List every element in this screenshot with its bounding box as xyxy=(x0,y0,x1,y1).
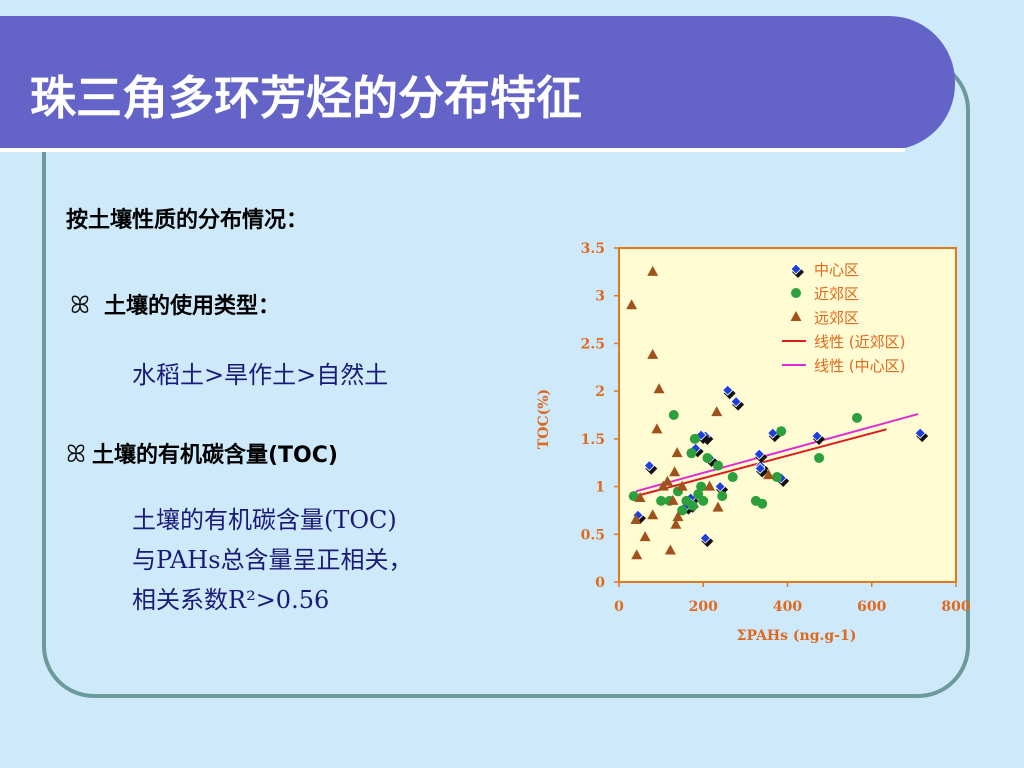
data-point xyxy=(727,472,738,483)
y-axis-label: TOC(%) xyxy=(536,389,552,449)
data-point xyxy=(672,511,684,522)
legend-label: 远郊区 xyxy=(814,309,859,327)
legend-marker xyxy=(791,288,801,298)
bullet-icon: ꕤ xyxy=(70,291,90,319)
series-circle xyxy=(628,410,863,516)
data-point xyxy=(914,427,926,439)
bullet-label: 土壤的有机碳含量(TOC) xyxy=(91,443,338,468)
data-point xyxy=(712,460,723,471)
data-point xyxy=(668,410,679,420)
y-tick-label: 0.5 xyxy=(581,527,605,543)
data-point xyxy=(631,549,643,560)
trendline xyxy=(635,413,919,493)
y-tick-label: 2 xyxy=(595,384,605,400)
data-point xyxy=(676,480,688,491)
toc-line: 相关系数R²>0.56 xyxy=(132,586,330,614)
data-point xyxy=(776,426,787,437)
y-tick-label: 3 xyxy=(595,289,605,305)
data-point xyxy=(630,513,642,524)
data-point xyxy=(754,462,766,475)
scatter-chart: 0 0.5 1 1.5 2 2.5 3 3.5 0 200 400 600 800 ΣPAHs (ng.g… xyxy=(536,241,971,644)
data-point xyxy=(753,448,765,460)
data-point xyxy=(722,384,734,396)
data-point xyxy=(639,531,651,542)
data-point xyxy=(771,472,782,483)
toc-correlation-text: 土壤的有机碳含量(TOC) 与PAHs总含量呈正相关， 相关系数R²>0.56 xyxy=(132,500,413,620)
series-triangle xyxy=(626,265,775,560)
data-point xyxy=(763,469,775,480)
data-point xyxy=(667,494,679,505)
bullet-soil-type: ꕤ 土壤的使用类型： xyxy=(70,288,280,320)
data-point xyxy=(628,491,639,502)
x-tick-label: 600 xyxy=(857,599,886,615)
data-point xyxy=(687,500,698,511)
data-point xyxy=(704,480,716,491)
data-point xyxy=(686,448,697,459)
y-tick-label: 3.5 xyxy=(581,241,605,257)
legend-label: 线性 (中心区) xyxy=(814,357,905,375)
title-bar: 珠三角多环芳烃的分布特征 xyxy=(0,16,955,152)
y-tick-label: 2.5 xyxy=(581,336,605,352)
y-tick-label: 0 xyxy=(595,575,605,591)
data-point xyxy=(643,460,655,472)
data-point xyxy=(702,452,713,463)
data-point xyxy=(696,481,707,492)
y-tick-label: 1 xyxy=(595,480,605,496)
data-point xyxy=(647,348,659,359)
legend-label: 线性 (近郊区) xyxy=(814,333,905,351)
legend-label: 中心区 xyxy=(814,261,859,279)
title-underline xyxy=(0,148,905,152)
data-point xyxy=(669,466,681,477)
bullet-toc: ꕤ 土壤的有机碳含量(TOC) xyxy=(66,437,338,469)
bullet-icon: ꕤ xyxy=(66,440,86,468)
legend-marker xyxy=(790,311,802,321)
data-point xyxy=(651,423,663,434)
data-point xyxy=(811,430,823,442)
data-point xyxy=(767,427,779,439)
x-tick-label: 800 xyxy=(941,599,970,615)
data-point xyxy=(647,265,659,276)
data-point xyxy=(711,406,723,417)
data-point xyxy=(653,383,665,394)
data-point xyxy=(852,412,863,423)
data-point xyxy=(656,495,667,506)
data-point xyxy=(661,475,673,486)
data-point xyxy=(689,433,700,444)
legend-label: 近郊区 xyxy=(814,285,859,303)
data-point xyxy=(634,492,646,503)
data-point xyxy=(626,299,638,310)
data-point xyxy=(664,544,676,555)
data-point xyxy=(670,518,682,529)
toc-line: 土壤的有机碳含量(TOC) xyxy=(132,506,397,534)
section-heading: 按土壤性质的分布情况： xyxy=(66,208,309,233)
data-point xyxy=(712,501,724,512)
data-point xyxy=(698,495,709,506)
bullet-label: 土壤的使用类型： xyxy=(103,294,280,319)
data-point xyxy=(677,505,688,516)
data-point xyxy=(714,481,726,493)
x-tick-label: 400 xyxy=(773,599,802,615)
slide-title: 珠三角多环芳烃的分布特征 xyxy=(30,71,582,125)
data-point xyxy=(717,491,728,502)
soil-type-ranking: 水稻土>旱作土>自然土 xyxy=(132,361,389,389)
y-tick-label: 1.5 xyxy=(581,432,605,448)
x-tick-label: 0 xyxy=(614,599,624,615)
toc-line: 与PAHs总含量呈正相关， xyxy=(132,546,413,574)
data-point xyxy=(647,509,659,520)
data-point xyxy=(699,532,711,544)
data-point xyxy=(730,396,742,408)
data-point xyxy=(671,447,683,458)
data-point xyxy=(814,452,825,463)
x-tick-label: 200 xyxy=(689,599,718,615)
legend-marker xyxy=(790,263,802,275)
data-point xyxy=(757,498,768,509)
x-axis-label: ΣPAHs (ng.g-1) xyxy=(737,628,857,644)
